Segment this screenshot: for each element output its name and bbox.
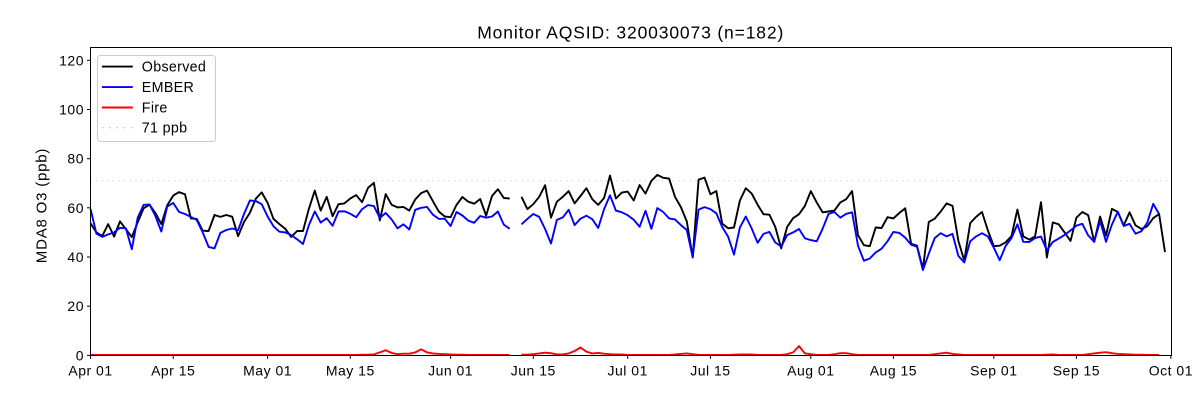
svg-text:Aug 01: Aug 01 bbox=[787, 363, 834, 379]
svg-text:Apr 01: Apr 01 bbox=[68, 363, 112, 379]
svg-text:Fire: Fire bbox=[142, 101, 168, 117]
svg-text:Oct 01: Oct 01 bbox=[1149, 363, 1193, 379]
svg-text:Jun 01: Jun 01 bbox=[428, 363, 473, 379]
svg-text:Aug 15: Aug 15 bbox=[870, 363, 917, 379]
svg-text:120: 120 bbox=[59, 52, 84, 68]
svg-text:71 ppb: 71 ppb bbox=[142, 121, 188, 137]
svg-text:0: 0 bbox=[76, 347, 84, 363]
svg-text:MDA8 O3 (ppb): MDA8 O3 (ppb) bbox=[34, 148, 51, 263]
svg-text:Observed: Observed bbox=[142, 60, 206, 76]
svg-text:Apr 15: Apr 15 bbox=[151, 363, 195, 379]
svg-text:60: 60 bbox=[67, 200, 84, 216]
svg-text:Monitor AQSID: 320030073 (n=18: Monitor AQSID: 320030073 (n=182) bbox=[477, 22, 784, 42]
svg-text:EMBER: EMBER bbox=[142, 80, 194, 96]
svg-text:Sep 01: Sep 01 bbox=[970, 363, 1017, 379]
svg-text:May 15: May 15 bbox=[326, 363, 375, 379]
svg-text:Jun 15: Jun 15 bbox=[511, 363, 556, 379]
svg-text:Jul 15: Jul 15 bbox=[690, 363, 730, 379]
svg-text:20: 20 bbox=[67, 298, 84, 314]
svg-text:Jul 01: Jul 01 bbox=[608, 363, 648, 379]
svg-text:May 01: May 01 bbox=[243, 363, 292, 379]
svg-text:100: 100 bbox=[59, 102, 84, 118]
svg-text:Sep 15: Sep 15 bbox=[1053, 363, 1100, 379]
svg-text:40: 40 bbox=[67, 249, 84, 265]
svg-text:80: 80 bbox=[67, 151, 84, 167]
